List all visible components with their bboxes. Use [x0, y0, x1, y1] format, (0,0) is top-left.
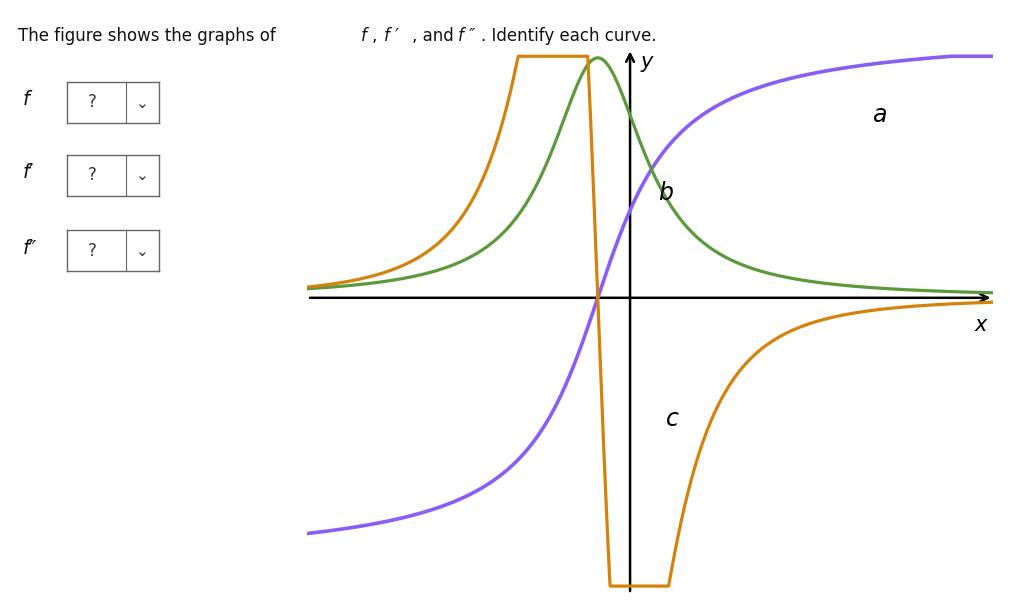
Text: ,: ,: [372, 27, 382, 45]
Text: f″: f″: [23, 239, 37, 258]
Text: ?: ?: [88, 166, 97, 184]
Text: ⌄: ⌄: [136, 168, 148, 184]
Text: y: y: [641, 52, 653, 72]
Text: ?: ?: [88, 93, 97, 112]
Text: f′: f′: [23, 163, 34, 182]
Text: f ′: f ′: [384, 27, 399, 45]
Text: x: x: [975, 315, 987, 335]
Text: f ″: f ″: [458, 27, 475, 45]
Text: The figure shows the graphs of: The figure shows the graphs of: [18, 27, 282, 45]
Text: ⌄: ⌄: [136, 244, 148, 259]
Text: ?: ?: [88, 242, 97, 260]
Text: c: c: [667, 407, 679, 431]
Text: f: f: [360, 27, 367, 45]
Text: . Identify each curve.: . Identify each curve.: [481, 27, 657, 45]
Text: f: f: [23, 90, 30, 110]
Text: , and: , and: [412, 27, 459, 45]
Text: b: b: [658, 181, 674, 205]
Text: ⌄: ⌄: [136, 96, 148, 111]
Text: a: a: [872, 102, 887, 127]
